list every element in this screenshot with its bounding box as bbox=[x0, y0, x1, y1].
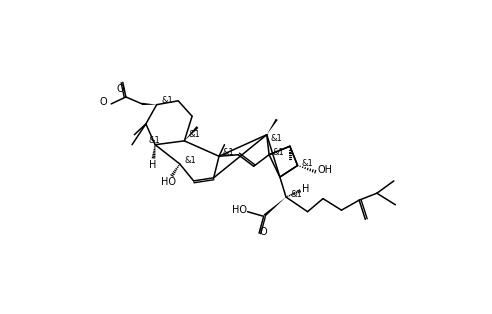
Text: O: O bbox=[100, 97, 107, 107]
Text: &1: &1 bbox=[149, 136, 161, 144]
Polygon shape bbox=[264, 197, 286, 217]
Text: &1: &1 bbox=[291, 190, 303, 199]
Text: &1: &1 bbox=[161, 96, 173, 105]
Text: HO: HO bbox=[232, 205, 247, 215]
Text: &1: &1 bbox=[302, 159, 313, 168]
Text: O: O bbox=[117, 84, 124, 94]
Text: &1: &1 bbox=[223, 148, 235, 157]
Polygon shape bbox=[184, 126, 198, 141]
Text: H: H bbox=[149, 160, 156, 170]
Text: OH: OH bbox=[317, 165, 332, 175]
Text: &1: &1 bbox=[271, 134, 282, 143]
Text: &1: &1 bbox=[188, 130, 200, 139]
Text: HO: HO bbox=[161, 177, 176, 187]
Polygon shape bbox=[142, 103, 156, 105]
Text: H: H bbox=[303, 184, 310, 194]
Polygon shape bbox=[267, 119, 278, 135]
Text: &1: &1 bbox=[273, 148, 285, 157]
Text: O: O bbox=[259, 227, 267, 237]
Text: &1: &1 bbox=[184, 156, 196, 165]
